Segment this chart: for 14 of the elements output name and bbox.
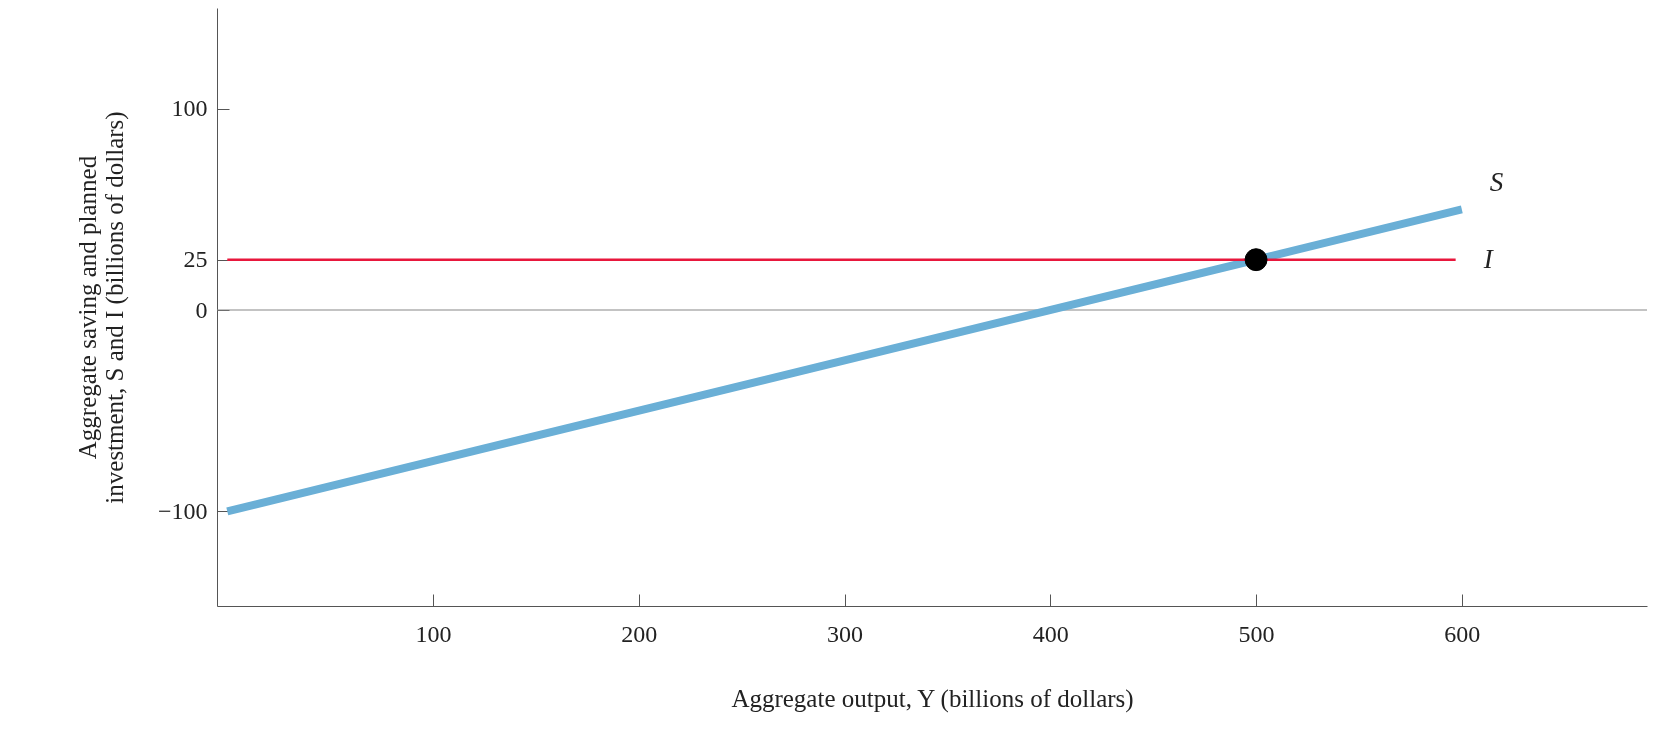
x-tick-label: 400	[1032, 620, 1069, 647]
y-tick-label: 25	[183, 246, 208, 273]
x-tick-label: 600	[1444, 620, 1481, 647]
y-tick-label: 0	[195, 296, 208, 323]
x-tick-label: 500	[1238, 620, 1275, 647]
y-tick-label: −100	[157, 497, 208, 524]
x-tick-label: 300	[827, 620, 864, 647]
y-axis-title: Aggregate saving and planned investment, S and I (billions of dollars)	[73, 111, 129, 504]
x-tick-label: 200	[621, 620, 658, 647]
series-label: I	[1482, 243, 1495, 274]
y-tick-label: 100	[171, 95, 208, 122]
series-label: S	[1489, 167, 1504, 198]
x-axis-title: Aggregate output, Y (billions of dollars)	[731, 684, 1134, 713]
x-tick-label: 100	[415, 620, 452, 647]
